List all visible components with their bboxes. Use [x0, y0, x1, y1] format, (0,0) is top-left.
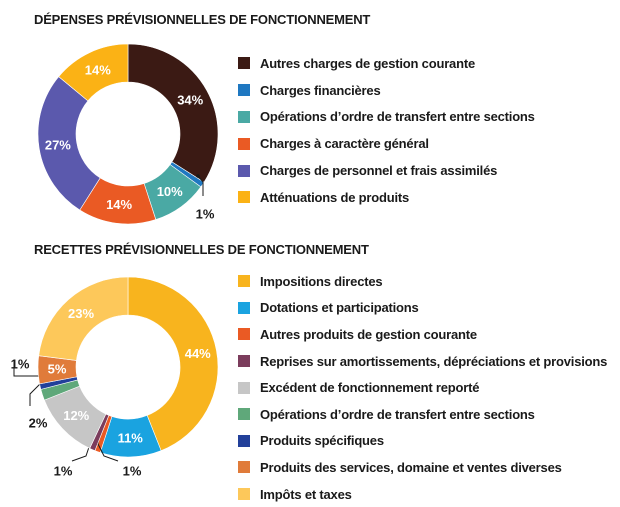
legend-item: Produits spécifiques: [238, 428, 607, 455]
legend-swatch: [238, 328, 250, 341]
legend-label: Produits des services, domaine et ventes…: [260, 459, 562, 475]
legend-swatch: [238, 301, 250, 314]
recettes-chart: RECETTES PRÉVISIONNELLES DE FONCTIONNEME…: [0, 236, 620, 502]
legend-label: Opérations d’ordre de transfert entre se…: [260, 406, 535, 422]
legend-label: Impôts et taxes: [260, 486, 352, 502]
legend-item: Charges de personnel et frais assimilés: [238, 157, 535, 184]
legend-swatch: [238, 488, 250, 501]
legend-swatch: [238, 110, 250, 123]
legend-swatch: [238, 355, 250, 368]
data-label: 1%: [123, 464, 142, 479]
legend-swatch: [238, 275, 250, 288]
legend-item: Excédent de fonctionnement reporté: [238, 374, 607, 401]
chart-legend: Impositions directes Dotations et partici…: [238, 268, 607, 507]
slice-0: [127, 276, 219, 452]
leader-line: [197, 175, 204, 196]
data-label: 23%: [68, 306, 94, 321]
leader-line: [13, 360, 40, 377]
chart-legend: Autres charges de gestion courante Charge…: [238, 50, 535, 211]
legend-label: Reprises sur amortissements, dépréciatio…: [260, 353, 608, 369]
legend-item: Impositions directes: [238, 268, 607, 295]
leader-line: [96, 441, 119, 462]
chart-title: RECETTES PRÉVISIONNELLES DE FONCTIONNEME…: [34, 242, 369, 257]
legend-swatch: [238, 381, 250, 394]
data-label: 27%: [45, 138, 71, 153]
legend-label: Produits spécifiques: [260, 433, 384, 449]
legend-swatch: [238, 461, 250, 474]
data-label: 1%: [196, 207, 215, 222]
legend-label: Autres produits de gestion courante: [260, 326, 477, 342]
legend-item: Charges financières: [238, 77, 535, 104]
legend-swatch: [238, 84, 250, 97]
legend-item: Atténuations de produits: [238, 184, 535, 211]
depenses-chart: DÉPENSES PRÉVISIONNELLES DE FONCTIONNEME…: [0, 0, 620, 236]
legend-swatch: [238, 408, 250, 421]
legend-label: Charges de personnel et frais assimilés: [260, 163, 498, 179]
legend-label: Dotations et participations: [260, 300, 419, 316]
data-label: 2%: [29, 416, 48, 431]
data-label: 12%: [63, 408, 89, 423]
legend-label: Impositions directes: [260, 273, 383, 289]
data-label: 5%: [48, 362, 67, 377]
data-label: 10%: [157, 184, 183, 199]
data-label: 14%: [85, 62, 111, 77]
legend-item: Opérations d’ordre de transfert entre se…: [238, 104, 535, 131]
slice-0: [127, 43, 219, 183]
legend-item: Opérations d’ordre de transfert entre se…: [238, 401, 607, 428]
legend-swatch: [238, 137, 250, 150]
donut-chart: 34% 1% 10% 14% 27% 14%: [37, 43, 219, 225]
leader-dot: [196, 174, 200, 178]
legend-label: Autres charges de gestion courante: [260, 55, 475, 71]
legend-item: Impôts et taxes: [238, 481, 607, 507]
data-label: 34%: [177, 92, 203, 107]
legend-item: Reprises sur amortissements, dépréciatio…: [238, 348, 607, 375]
data-label: 1%: [11, 357, 30, 372]
legend-item: Produits des services, domaine et ventes…: [238, 454, 607, 481]
legend-swatch: [238, 57, 250, 70]
legend-item: Autres charges de gestion courante: [238, 50, 535, 77]
data-label: 1%: [54, 464, 73, 479]
legend-item: Dotations et participations: [238, 295, 607, 322]
legend-swatch: [238, 191, 250, 204]
legend-swatch: [238, 164, 250, 177]
slice-8: [38, 276, 129, 361]
legend-item: Autres produits de gestion courante: [238, 321, 607, 348]
data-label: 14%: [106, 197, 132, 212]
legend-label: Excédent de fonctionnement reporté: [260, 380, 480, 396]
legend-label: Charges à caractère général: [260, 136, 429, 152]
legend-label: Charges financières: [260, 82, 381, 98]
donut-chart: 44% 11% 1% 1% 12% 2% 1% 5% 23%: [11, 276, 219, 479]
slice-5: [58, 43, 129, 102]
data-label: 44%: [185, 346, 211, 361]
legend-label: Atténuations de produits: [260, 189, 410, 205]
data-label: 11%: [118, 430, 144, 445]
slice-4: [37, 76, 101, 211]
legend-swatch: [238, 434, 250, 447]
leader-line: [29, 381, 43, 406]
legend-item: Charges à caractère général: [238, 130, 535, 157]
legend-label: Opérations d’ordre de transfert entre se…: [260, 109, 535, 125]
chart-title: DÉPENSES PRÉVISIONNELLES DE FONCTIONNEME…: [34, 12, 371, 27]
